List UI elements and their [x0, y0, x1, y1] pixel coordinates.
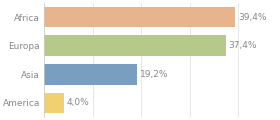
Text: 39,4%: 39,4% — [238, 13, 266, 22]
Text: 19,2%: 19,2% — [140, 70, 168, 79]
Text: 4,0%: 4,0% — [66, 98, 89, 107]
Bar — [44, 35, 226, 56]
Bar — [44, 93, 64, 113]
Text: 37,4%: 37,4% — [228, 41, 257, 50]
Bar — [44, 7, 235, 27]
Bar — [44, 64, 137, 85]
